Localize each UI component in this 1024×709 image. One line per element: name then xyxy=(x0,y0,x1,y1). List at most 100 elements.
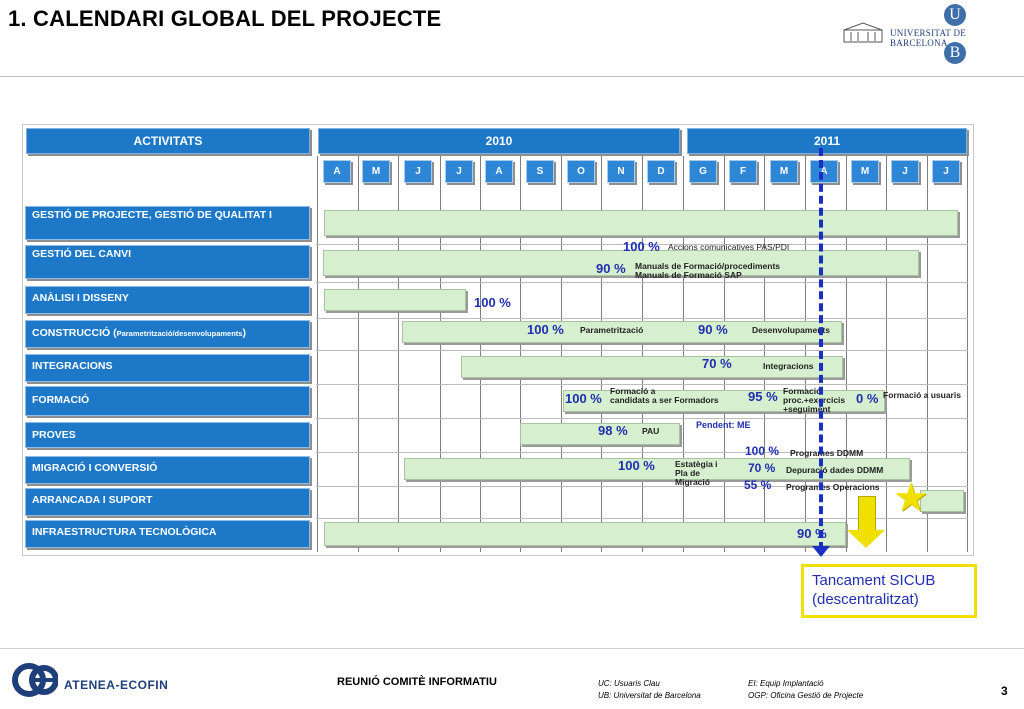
activity-label: GESTIÓ DE PROJECTE, GESTIÓ DE QUALITAT I xyxy=(32,209,272,221)
progress-label: Programes DDMM xyxy=(790,448,864,458)
year-2011-header: 2011 xyxy=(687,128,967,154)
progress-percent: 90 % xyxy=(698,322,728,337)
bar-testing xyxy=(520,423,680,445)
university-logo: UNIVERSITAT DE BARCELONA U B xyxy=(840,2,1024,68)
grid-line xyxy=(358,156,359,552)
bar-infrastructure xyxy=(324,522,846,546)
legend-item: UC: Usuaris Clau xyxy=(598,679,660,688)
grid-line xyxy=(805,156,806,552)
month-cell: A xyxy=(485,160,513,183)
current-date-arrow-icon xyxy=(812,546,830,557)
progress-label: Pla de xyxy=(675,468,701,478)
brand-name: ATENEA-ECOFIN xyxy=(64,678,169,692)
ub-seal-icon xyxy=(843,22,883,43)
activity-label: PROVES xyxy=(32,429,76,441)
month-cell: O xyxy=(567,160,595,183)
progress-label: Depuració dades DDMM xyxy=(786,465,884,475)
footer-divider xyxy=(0,648,1024,649)
ae-logo-icon xyxy=(12,663,58,697)
activity-label: ARRANCADA I SUPORT xyxy=(32,494,153,506)
month-cell: A xyxy=(810,160,838,183)
progress-percent: 70 % xyxy=(702,356,732,371)
activity-label: INTEGRACIONS xyxy=(32,360,113,372)
activity-label: FORMACIÓ xyxy=(32,394,90,406)
bar-analysis-design xyxy=(324,289,466,311)
month-cell: J xyxy=(445,160,473,183)
logo-letter-b: B xyxy=(944,42,966,64)
activity-migration: MIGRACIÓ I CONVERSIÓ xyxy=(25,456,310,484)
month-cell: J xyxy=(891,160,919,183)
progress-label: Manuals de Formació/procediments xyxy=(635,261,781,271)
progress-label: Programes Operacions xyxy=(786,482,880,492)
grid-line xyxy=(317,156,318,552)
bar-startup-support xyxy=(920,490,964,512)
current-date-line xyxy=(819,148,823,550)
row-line xyxy=(316,282,968,283)
activity-testing: PROVES xyxy=(25,422,310,448)
progress-percent: 0 % xyxy=(856,391,879,406)
month-cell: S xyxy=(526,160,554,183)
progress-label: candidats a ser Formadors xyxy=(610,395,719,405)
milestone-callout: Tancament SICUB (descentralitzat) xyxy=(801,564,977,618)
meeting-title: REUNIÓ COMITÈ INFORMATIU xyxy=(337,676,497,688)
legend-item: UB: Universitat de Barcelona xyxy=(598,691,701,700)
row-line xyxy=(316,486,968,487)
activity-analysis-design: ANÀLISI I DISSENY xyxy=(25,286,310,314)
activity-change-management: GESTIÓ DEL CANVI xyxy=(25,245,310,279)
month-cell: M xyxy=(362,160,390,183)
progress-label: Formació a xyxy=(610,386,656,396)
activity-label: GESTIÓ DEL CANVI xyxy=(32,248,131,260)
progress-percent: 70 % xyxy=(748,461,776,475)
grid-line xyxy=(764,156,765,552)
row-line xyxy=(316,418,968,419)
progress-percent: 95 % xyxy=(748,389,778,404)
activity-startup-support: ARRANCADA I SUPORT xyxy=(25,488,310,516)
grid-line xyxy=(683,156,684,552)
activity-integrations: INTEGRACIONS xyxy=(25,354,310,382)
month-cell: M xyxy=(770,160,798,183)
progress-percent: 98 % xyxy=(598,423,628,438)
activity-label: INFRAESTRUCTURA TECNOLÒGICA xyxy=(32,526,217,538)
row-line xyxy=(316,244,968,245)
progress-label: PAU xyxy=(642,426,660,436)
grid-line xyxy=(724,156,725,552)
activity-training: FORMACIÓ xyxy=(25,386,310,416)
bar-training xyxy=(563,390,885,412)
grid-line xyxy=(886,156,887,552)
callout-line1: Tancament SICUB xyxy=(812,572,936,589)
star-icon: ★ xyxy=(893,476,929,520)
legend-item: OGP: Oficina Gestió de Projecte xyxy=(748,691,864,700)
progress-label: Parametrització xyxy=(580,325,644,335)
progress-label: Formació xyxy=(783,386,822,396)
down-arrow-head-icon xyxy=(847,530,885,548)
progress-label: Migració xyxy=(675,477,710,487)
logo-letter-u: U xyxy=(944,4,966,26)
page-number: 3 xyxy=(1001,684,1008,698)
progress-percent: 100 % xyxy=(623,239,660,254)
month-cell: G xyxy=(689,160,717,183)
bar-construction xyxy=(402,321,842,343)
progress-percent: 90 % xyxy=(596,261,626,276)
row-line xyxy=(316,350,968,351)
grid-line xyxy=(480,156,481,552)
grid-line xyxy=(642,156,643,552)
page-title: 1. CALENDARI GLOBAL DEL PROJECTE xyxy=(8,6,442,31)
progress-percent: 100 % xyxy=(745,444,780,458)
row-line xyxy=(316,318,968,319)
progress-label: +seguiment xyxy=(783,404,831,414)
bar-project-management xyxy=(324,210,958,236)
activity-label: ANÀLISI I DISSENY xyxy=(32,292,129,304)
month-cell: J xyxy=(404,160,432,183)
activity-label: CONSTRUCCIÓ ( xyxy=(32,327,117,339)
progress-label: Accions comunicatives PAS/PDI xyxy=(668,242,790,252)
grid-line xyxy=(520,156,521,552)
row-line xyxy=(316,518,968,519)
row-line xyxy=(316,452,968,453)
progress-percent: 100 % xyxy=(565,391,602,406)
row-line xyxy=(316,384,968,385)
activities-header: ACTIVITATS xyxy=(26,128,310,154)
month-cell: N xyxy=(607,160,635,183)
progress-percent: 100 % xyxy=(527,322,564,337)
progress-percent: 100 % xyxy=(474,295,511,310)
progress-label: Integracions xyxy=(763,361,814,371)
